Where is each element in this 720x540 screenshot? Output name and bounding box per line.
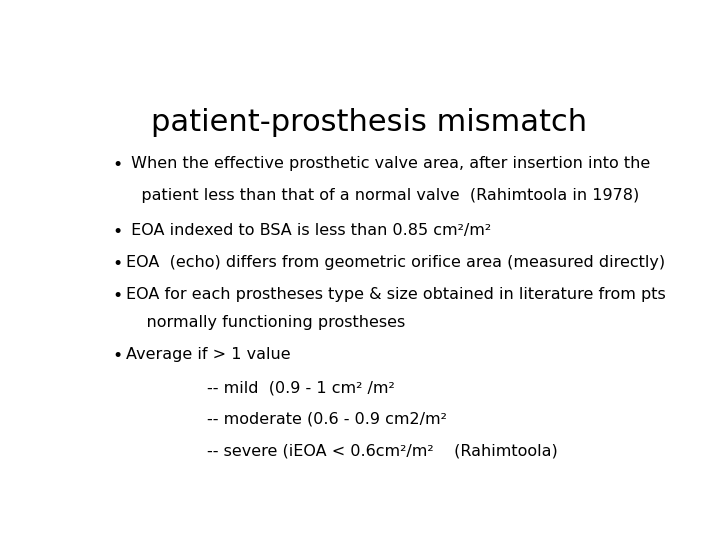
Text: •: • xyxy=(112,255,122,273)
Text: -- severe (iEOA < 0.6cm²/m²    (Rahimtoola): -- severe (iEOA < 0.6cm²/m² (Rahimtoola) xyxy=(207,443,558,458)
Text: patient less than that of a normal valve  (Rahimtoola in 1978): patient less than that of a normal valve… xyxy=(126,188,639,204)
Text: •: • xyxy=(112,223,122,241)
Text: •: • xyxy=(112,156,122,174)
Text: normally functioning prostheses: normally functioning prostheses xyxy=(126,315,405,330)
Text: patient-prosthesis mismatch: patient-prosthesis mismatch xyxy=(151,109,587,138)
Text: EOA indexed to BSA is less than 0.85 cm²/m²: EOA indexed to BSA is less than 0.85 cm²… xyxy=(126,223,491,238)
Text: -- mild  (0.9 - 1 cm² /m²: -- mild (0.9 - 1 cm² /m² xyxy=(207,381,395,396)
Text: •: • xyxy=(112,347,122,365)
Text: EOA for each prostheses type & size obtained in literature from pts: EOA for each prostheses type & size obta… xyxy=(126,287,666,302)
Text: Average if > 1 value: Average if > 1 value xyxy=(126,347,291,362)
Text: EOA  (echo) differs from geometric orifice area (measured directly): EOA (echo) differs from geometric orific… xyxy=(126,255,665,270)
Text: •: • xyxy=(112,287,122,305)
Text: When the effective prosthetic valve area, after insertion into the: When the effective prosthetic valve area… xyxy=(126,156,651,171)
Text: -- moderate (0.6 - 0.9 cm2/m²: -- moderate (0.6 - 0.9 cm2/m² xyxy=(207,412,447,427)
